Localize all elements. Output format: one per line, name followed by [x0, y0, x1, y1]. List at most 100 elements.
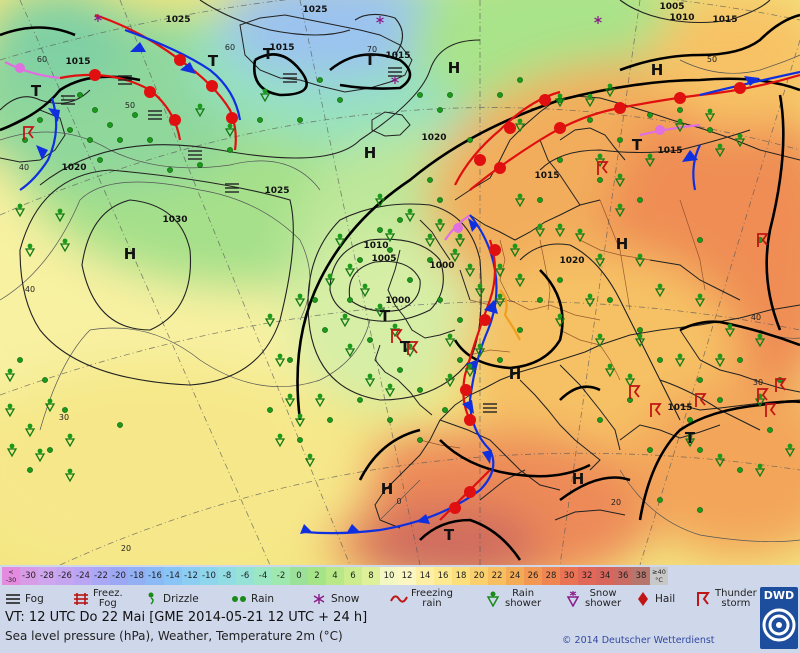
rain-symbol: [357, 397, 363, 403]
thunderstorm-symbol: [765, 403, 777, 417]
scale-cell: 8: [362, 567, 380, 585]
scale-cell: 12: [398, 567, 416, 585]
low-pressure-center: T: [263, 45, 274, 63]
rain-shower-symbol: [274, 433, 286, 448]
rain-shower-symbol: [224, 123, 236, 138]
isotherm-label: 40: [751, 313, 761, 322]
rain-symbol: [687, 417, 693, 423]
scale-cell: 34: [596, 567, 614, 585]
rain-symbol: [657, 497, 663, 503]
rain-shower-symbol: [509, 243, 521, 258]
valid-time: VT: 12 UTC Do 22 Mai [GME 2014-05-21 12 …: [5, 610, 368, 625]
isobar-label: 1000: [385, 296, 410, 306]
scale-cell: -12: [182, 567, 200, 585]
rain-shower-symbol: [294, 413, 306, 428]
scale-cell: -20: [110, 567, 128, 585]
scale-cell: -8: [218, 567, 236, 585]
rain-shower-symbol: [64, 468, 76, 483]
snow-shower-icon: [564, 590, 582, 608]
rain-symbol: [312, 297, 318, 303]
rain-shower-symbol: [554, 313, 566, 328]
isobar-label: 1015: [657, 146, 682, 156]
dwd-swirl-icon: [762, 608, 796, 642]
rain-shower-symbol: [294, 293, 306, 308]
fog-symbol: [483, 403, 497, 413]
legend-label: Drizzle: [163, 593, 199, 605]
rain-shower-symbol: [614, 203, 626, 218]
rain-symbol: [37, 117, 43, 123]
rain-symbol: [397, 217, 403, 223]
isotherm-labels: 60 60 50 40 50 40 40 30 30 20 20 0 70: [19, 43, 763, 553]
low-pressure-center: T: [31, 82, 42, 100]
rain-shower-symbol: [4, 368, 16, 383]
isotherm-label: 70: [367, 45, 377, 54]
rain-symbol: [737, 357, 743, 363]
scale-cell: 4: [326, 567, 344, 585]
rain-symbol: [717, 397, 723, 403]
rain-shower-symbol: [674, 353, 686, 368]
rain-symbol: [107, 122, 113, 128]
weather-map: 1025 1025 1005 1010 1015 1015 1015 1015 1020 1020…: [0, 0, 800, 566]
thunderstorm-symbol: [757, 388, 769, 402]
isobar-label: 1005: [659, 2, 684, 12]
scale-cell: -4: [254, 567, 272, 585]
legend-label: Freez. Fog: [93, 588, 123, 609]
rain-symbol: [437, 297, 443, 303]
rain-symbol: [457, 357, 463, 363]
rain-shower-symbol: [284, 393, 296, 408]
scale-cell: 36: [614, 567, 632, 585]
rain-symbol: [417, 437, 423, 443]
rain-symbol: [167, 167, 173, 173]
rain-symbol: [457, 317, 463, 323]
rain-shower-symbol: [514, 118, 526, 133]
rain-symbol: [417, 387, 423, 393]
thunderstorm-symbol: [391, 329, 403, 343]
rain-symbol: [647, 447, 653, 453]
rain-shower-symbol: [464, 363, 476, 378]
rain-shower-symbol: [624, 373, 636, 388]
rain-symbol: [767, 427, 773, 433]
low-pressure-center: T: [380, 307, 391, 325]
rain-shower-symbol: [424, 233, 436, 248]
rain-symbol: [537, 297, 543, 303]
isotherm-label: 60: [225, 43, 235, 52]
rain-shower-symbol: [604, 83, 616, 98]
rain-shower-symbol: [754, 463, 766, 478]
scale-cell: 38: [632, 567, 650, 585]
rain-shower-symbol: [684, 433, 696, 448]
thunderstorm-symbol: [650, 403, 662, 417]
scale-cell: -24: [74, 567, 92, 585]
rain-shower-symbol: [724, 323, 736, 338]
rain-shower-symbol: [339, 313, 351, 328]
legend-snow: Snow: [310, 587, 359, 611]
rain-symbol: [357, 257, 363, 263]
scale-cell: -10: [200, 567, 218, 585]
rain-shower-symbol: [554, 93, 566, 108]
thunderstorm-symbol: [23, 126, 35, 140]
high-pressure-center: H: [509, 365, 522, 383]
legend-rain-shower: Rain shower: [484, 587, 541, 611]
low-pressure-center: T: [400, 338, 411, 356]
drizzle-icon: [142, 590, 160, 608]
isobars: [0, 0, 771, 431]
rain-shower-symbol: [364, 373, 376, 388]
legend-thunderstorm: Thunder storm: [694, 587, 757, 611]
rain-shower-symbol: [24, 423, 36, 438]
thunderstorm-symbol: [695, 393, 707, 407]
rain-shower-symbol: [454, 233, 466, 248]
legend-rain: Rain: [230, 587, 274, 611]
scale-cell: 6: [344, 567, 362, 585]
rain-shower-symbol: [634, 333, 646, 348]
rain-symbol: [347, 297, 353, 303]
isotherm-label: 20: [121, 544, 131, 553]
scale-cell: 16: [434, 567, 452, 585]
isobar-label: 1020: [559, 256, 584, 266]
thunderstorm-icon: [694, 590, 712, 608]
fog-symbol: [283, 73, 297, 83]
rain-shower-symbol: [494, 293, 506, 308]
snow-symbol: [94, 14, 102, 22]
rain-symbol: [657, 357, 663, 363]
rain-symbol: [117, 137, 123, 143]
rain-shower-symbol: [594, 333, 606, 348]
scale-cell: 0: [290, 567, 308, 585]
